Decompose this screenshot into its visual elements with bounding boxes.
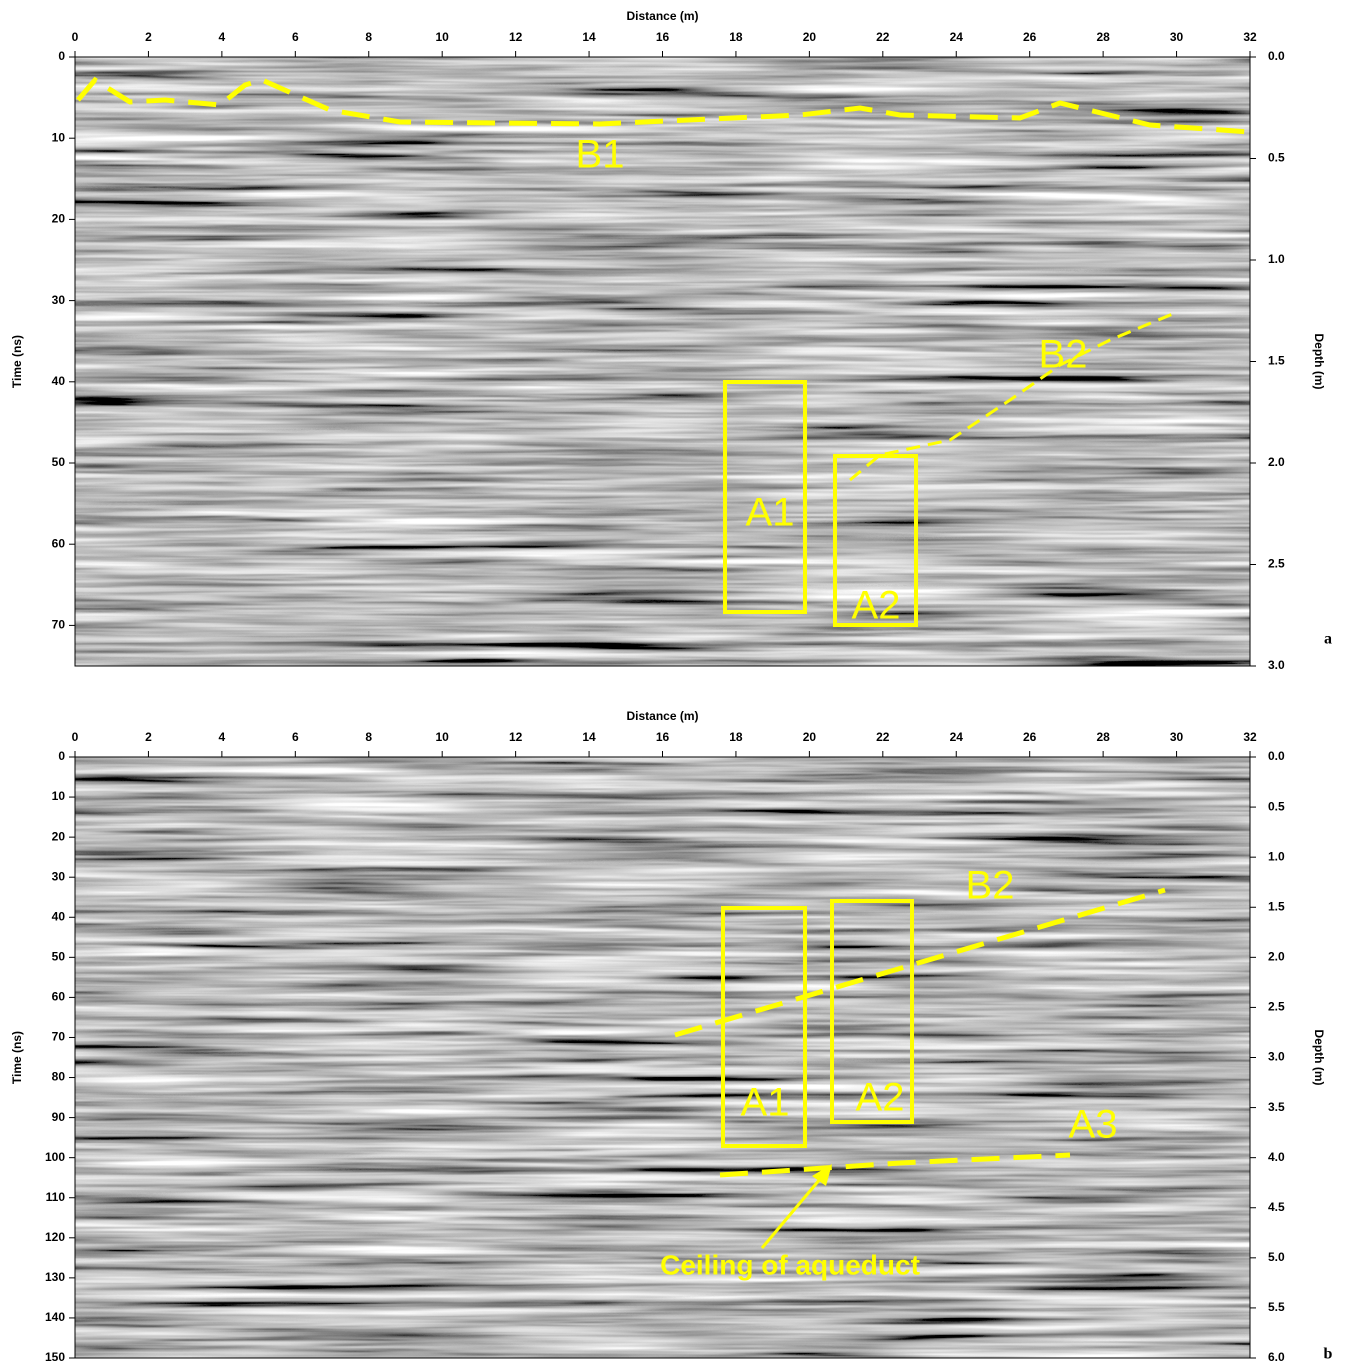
x-tick-label: 8: [365, 30, 372, 44]
x-tick-label: 18: [729, 730, 743, 744]
y-axis-title: Time (ns): [10, 335, 24, 388]
y2-tick-label: 2.0: [1268, 950, 1285, 964]
y-tick-label: 110: [46, 1190, 66, 1204]
y2-tick-label: 0.0: [1268, 749, 1285, 763]
y2-tick-label: 1.0: [1268, 849, 1285, 863]
x-tick-label: 22: [876, 730, 890, 744]
x-tick-label: 10: [436, 730, 450, 744]
y-axis-title: Time (ns): [10, 1031, 24, 1084]
y-tick-label: 10: [52, 130, 66, 144]
y-tick-label: 0: [58, 749, 65, 763]
annotation: B2: [1039, 333, 1088, 377]
y2-tick-label: 2.0: [1268, 455, 1285, 469]
x-tick-label: 28: [1096, 730, 1110, 744]
y-tick-label: 30: [52, 293, 66, 307]
x-tick-label: 8: [365, 730, 372, 744]
y2-tick-label: 4.0: [1268, 1150, 1285, 1164]
x-axis-title: Distance (m): [626, 9, 698, 23]
y-tick-label: 90: [52, 1110, 66, 1124]
y2-tick-label: 1.5: [1268, 899, 1285, 913]
x-tick-label: 0: [72, 30, 79, 44]
y2-tick-label: 0.0: [1268, 49, 1285, 63]
annotation: A2: [852, 584, 901, 628]
x-tick-label: 20: [803, 730, 817, 744]
y2-tick-label: 4.5: [1268, 1200, 1285, 1214]
annotation: A2: [856, 1076, 905, 1120]
y-tick-label: 40: [52, 374, 66, 388]
panel-label: a: [1324, 631, 1332, 648]
y-tick-label: 20: [52, 212, 66, 226]
x-tick-label: 4: [219, 30, 226, 44]
y2-tick-label: 2.5: [1268, 557, 1285, 571]
x-tick-label: 26: [1023, 730, 1037, 744]
y-tick-label: 100: [45, 1150, 65, 1164]
y-tick-label: 70: [52, 1030, 66, 1044]
x-tick-label: 22: [876, 30, 890, 44]
y-tick-label: 50: [52, 455, 66, 469]
x-tick-label: 30: [1170, 30, 1184, 44]
y-tick-label: 30: [52, 869, 66, 883]
y2-tick-label: 3.0: [1268, 1050, 1285, 1064]
annotation: A1: [741, 1081, 790, 1125]
x-tick-label: 14: [582, 30, 596, 44]
x-tick-label: 2: [145, 730, 152, 744]
x-tick-label: 32: [1243, 730, 1257, 744]
x-tick-label: 30: [1170, 730, 1184, 744]
x-tick-label: 6: [292, 30, 299, 44]
figure: Distance (m)Time (ns)Depth (m)a024681012…: [0, 0, 1354, 1364]
y2-tick-label: 2.5: [1268, 1000, 1285, 1014]
annotation: Ceiling of aqueduct: [660, 1249, 920, 1280]
y-tick-label: 140: [45, 1310, 65, 1324]
x-tick-label: 20: [803, 30, 817, 44]
y2-tick-label: 6.0: [1268, 1350, 1285, 1364]
y2-tick-label: 3.0: [1268, 658, 1285, 672]
y2-axis-title: Depth (m): [1312, 334, 1326, 390]
y-tick-label: 80: [52, 1070, 66, 1084]
x-tick-label: 24: [950, 30, 964, 44]
y-tick-label: 130: [45, 1270, 65, 1284]
x-tick-label: 10: [436, 30, 450, 44]
y-tick-label: 0: [58, 49, 65, 63]
x-tick-label: 32: [1243, 30, 1257, 44]
y-tick-label: 150: [45, 1350, 65, 1364]
y2-tick-label: 5.0: [1268, 1250, 1285, 1264]
y-tick-label: 60: [52, 536, 66, 550]
y2-tick-label: 0.5: [1268, 799, 1285, 813]
y-tick-label: 120: [45, 1230, 65, 1244]
y-tick-label: 40: [52, 909, 66, 923]
y2-tick-label: 5.5: [1268, 1300, 1285, 1314]
y2-axis-title: Depth (m): [1312, 1030, 1326, 1086]
x-tick-label: 12: [509, 30, 523, 44]
y2-tick-label: 3.5: [1268, 1100, 1285, 1114]
annotation: B2: [966, 864, 1015, 908]
x-tick-label: 28: [1096, 30, 1110, 44]
x-tick-label: 14: [582, 730, 596, 744]
x-tick-label: 26: [1023, 30, 1037, 44]
annotation: A1: [746, 491, 795, 535]
x-tick-label: 24: [950, 730, 964, 744]
x-tick-label: 2: [145, 30, 152, 44]
y-tick-label: 70: [52, 618, 66, 632]
x-tick-label: 16: [656, 730, 670, 744]
x-axis-title: Distance (m): [626, 709, 698, 723]
x-tick-label: 12: [509, 730, 523, 744]
y-tick-label: 60: [52, 990, 66, 1004]
y2-tick-label: 1.0: [1268, 252, 1285, 266]
x-tick-label: 0: [72, 730, 79, 744]
y2-tick-label: 0.5: [1268, 151, 1285, 165]
panel-label: b: [1324, 1346, 1333, 1363]
x-tick-label: 6: [292, 730, 299, 744]
annotation: A3: [1069, 1103, 1118, 1147]
y-tick-label: 10: [52, 789, 66, 803]
y-tick-label: 20: [52, 829, 66, 843]
x-tick-label: 4: [219, 730, 226, 744]
y2-tick-label: 1.5: [1268, 354, 1285, 368]
x-tick-label: 16: [656, 30, 670, 44]
y-tick-label: 50: [52, 950, 66, 964]
x-tick-label: 18: [729, 30, 743, 44]
annotation: B1: [576, 133, 625, 177]
radargram-panel: Distance (m)Time (ns)Depth (m)a024681012…: [10, 9, 1332, 672]
